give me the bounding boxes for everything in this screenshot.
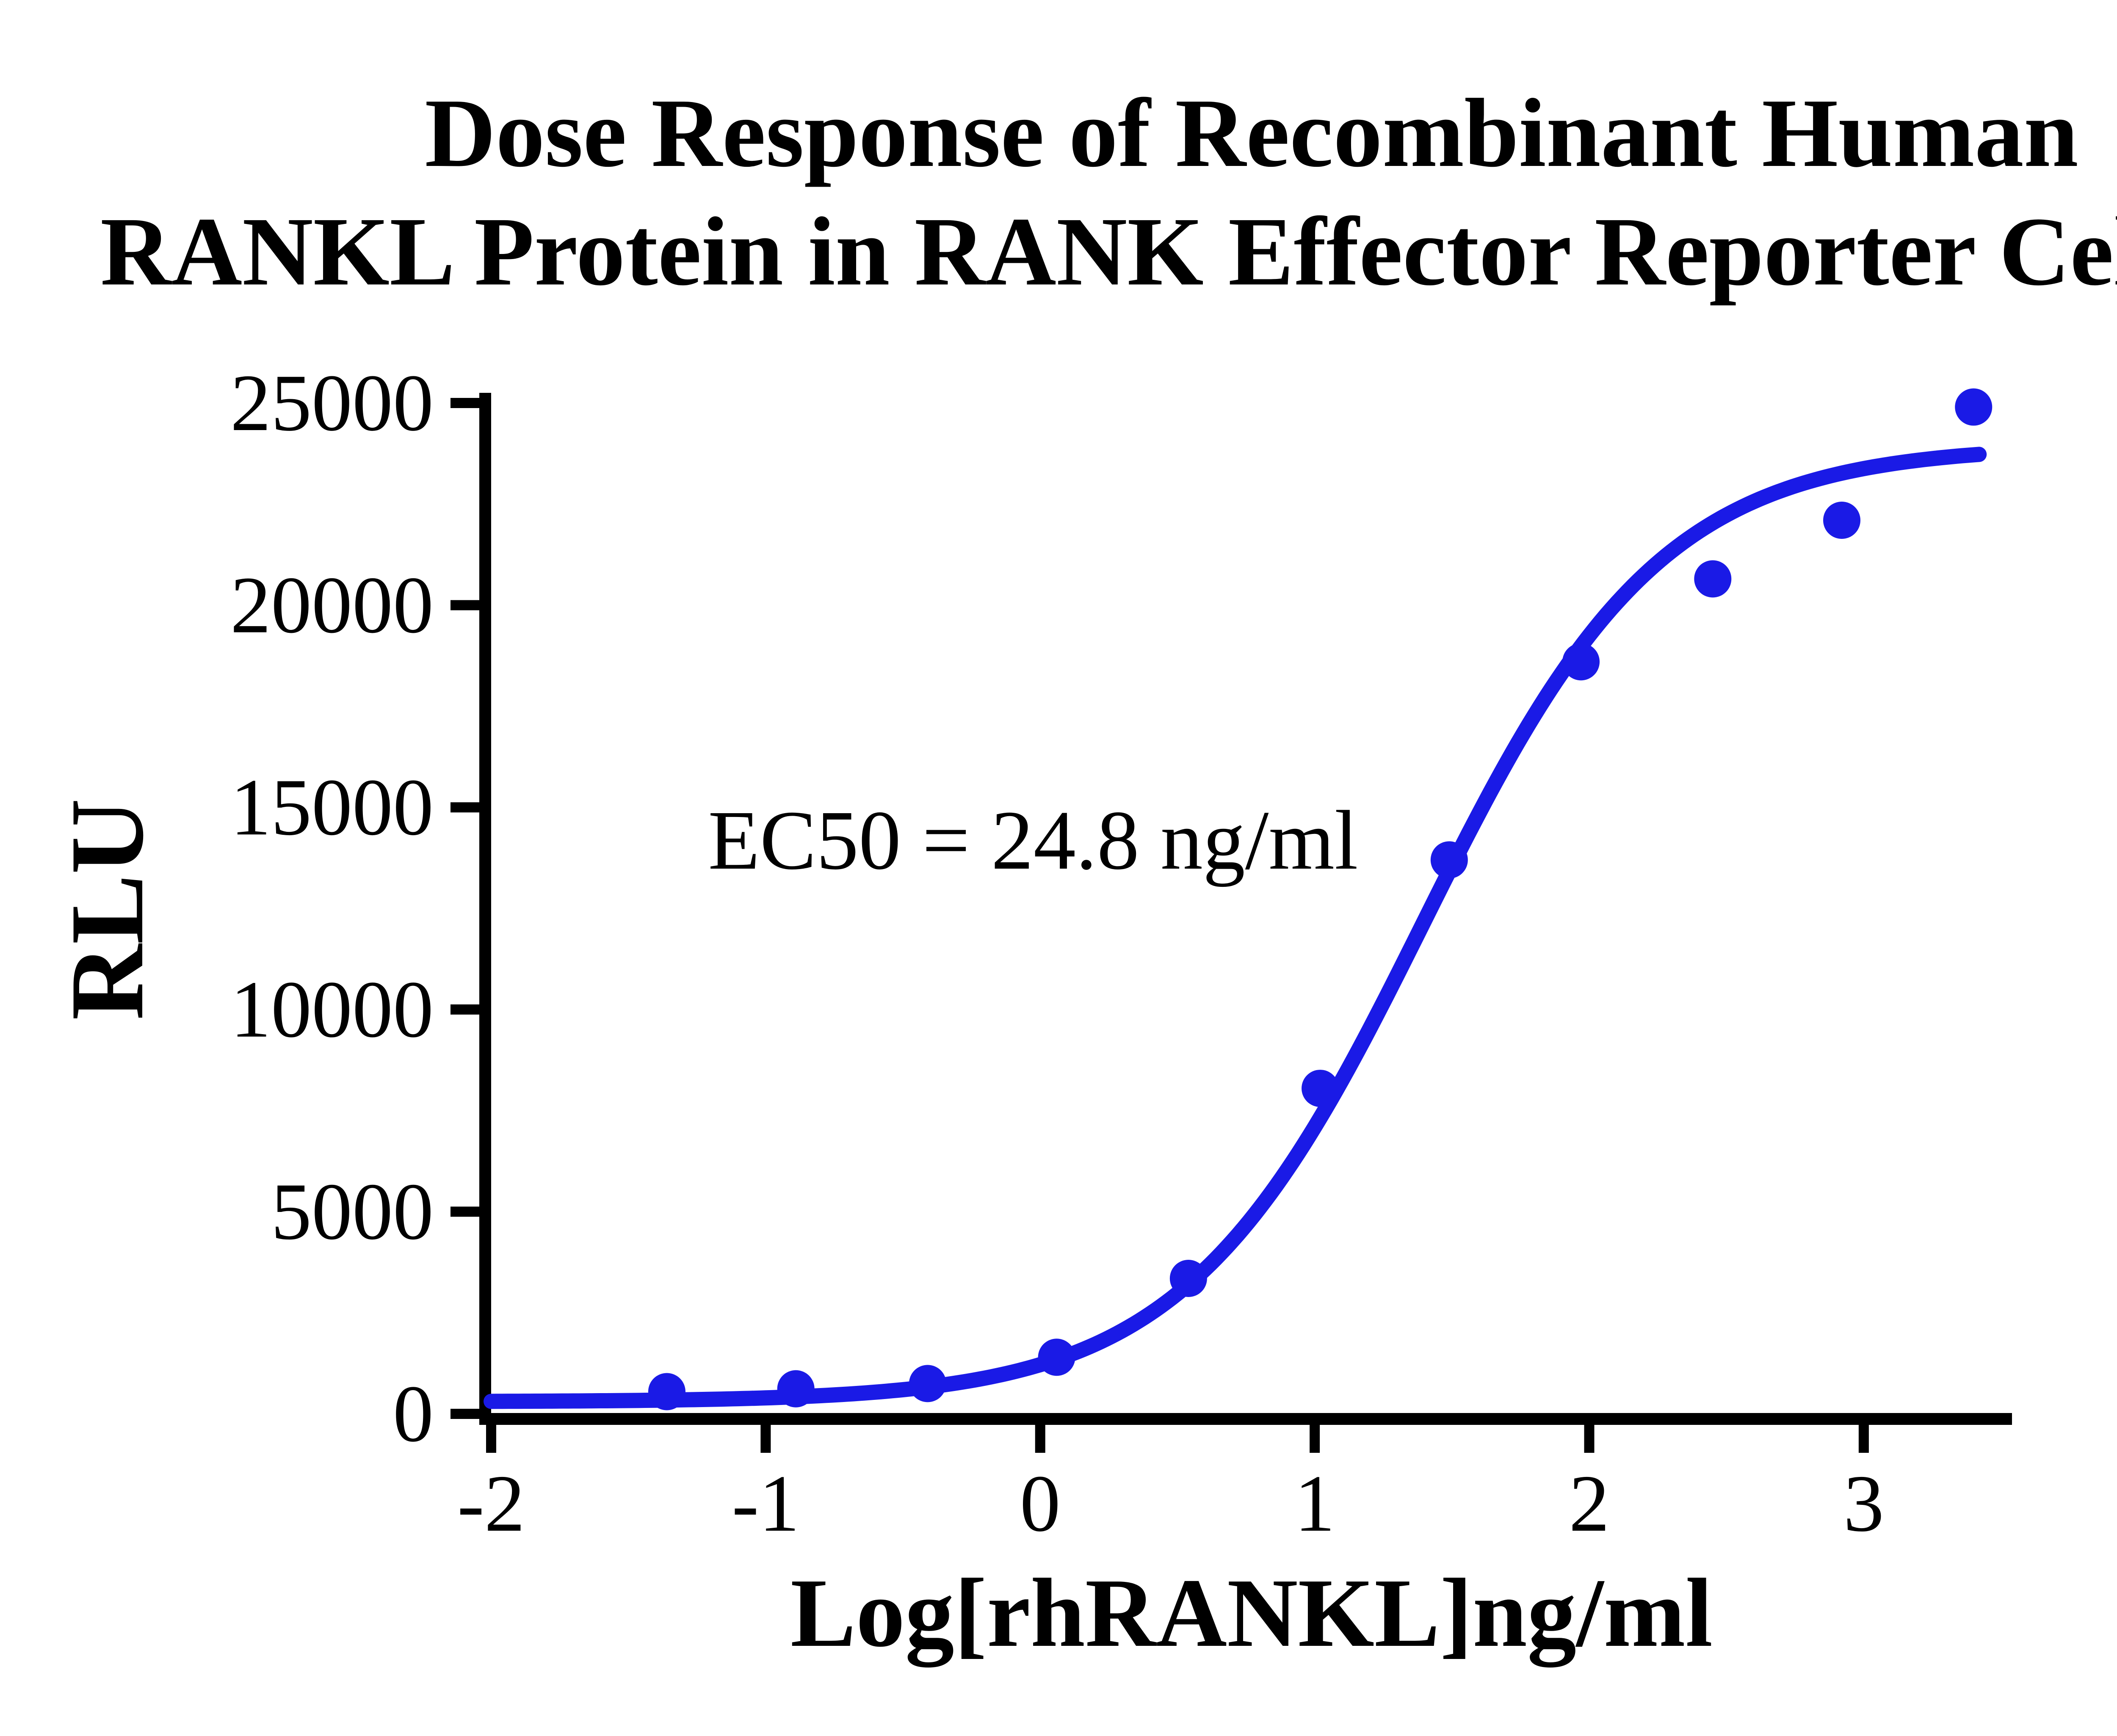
data-point	[1823, 502, 1860, 539]
data-point	[1302, 1070, 1339, 1107]
x-tick-label: 1	[1294, 1458, 1335, 1548]
data-point	[1562, 643, 1600, 681]
y-tick-label: 10000	[230, 964, 434, 1054]
y-tick-label: 25000	[230, 358, 434, 448]
x-tick-label: 3	[1843, 1458, 1884, 1548]
y-tick-label: 0	[393, 1369, 434, 1459]
x-tick-label: 2	[1569, 1458, 1610, 1548]
y-axis-title: RLU	[49, 798, 165, 1020]
fit-curve	[484, 447, 1987, 1409]
data-point	[1955, 388, 1993, 426]
data-point	[1169, 1260, 1207, 1297]
plot-area: -2 -1 0 1 2 3 0 5000 10000 15000 20000 25000	[230, 358, 2012, 1548]
data-point	[648, 1373, 685, 1410]
y-tick-label: 15000	[230, 762, 434, 852]
x-tick-label: -1	[732, 1458, 799, 1548]
y-tick-label: 20000	[230, 560, 434, 650]
chart-title-line1: Dose Response of Recombinant Human	[425, 79, 2078, 188]
ec50-annotation: EC50 = 24.8 ng/ml	[708, 794, 1358, 887]
data-point	[777, 1370, 815, 1408]
x-axis-title: Log[rhRANKL]ng/ml	[790, 1559, 1713, 1667]
data-point	[1694, 560, 1732, 598]
data-point	[1038, 1339, 1075, 1376]
x-tick-label: 0	[1020, 1458, 1061, 1548]
data-point	[909, 1365, 946, 1402]
chart-title: Dose Response of Recombinant Human RANKL…	[100, 79, 2117, 306]
chart-title-line2: RANKL Protein in RANK Effector Reporter …	[100, 197, 2117, 306]
x-tick-label: -2	[457, 1458, 525, 1548]
data-point	[1430, 841, 1468, 879]
y-tick-label: 5000	[271, 1166, 434, 1256]
